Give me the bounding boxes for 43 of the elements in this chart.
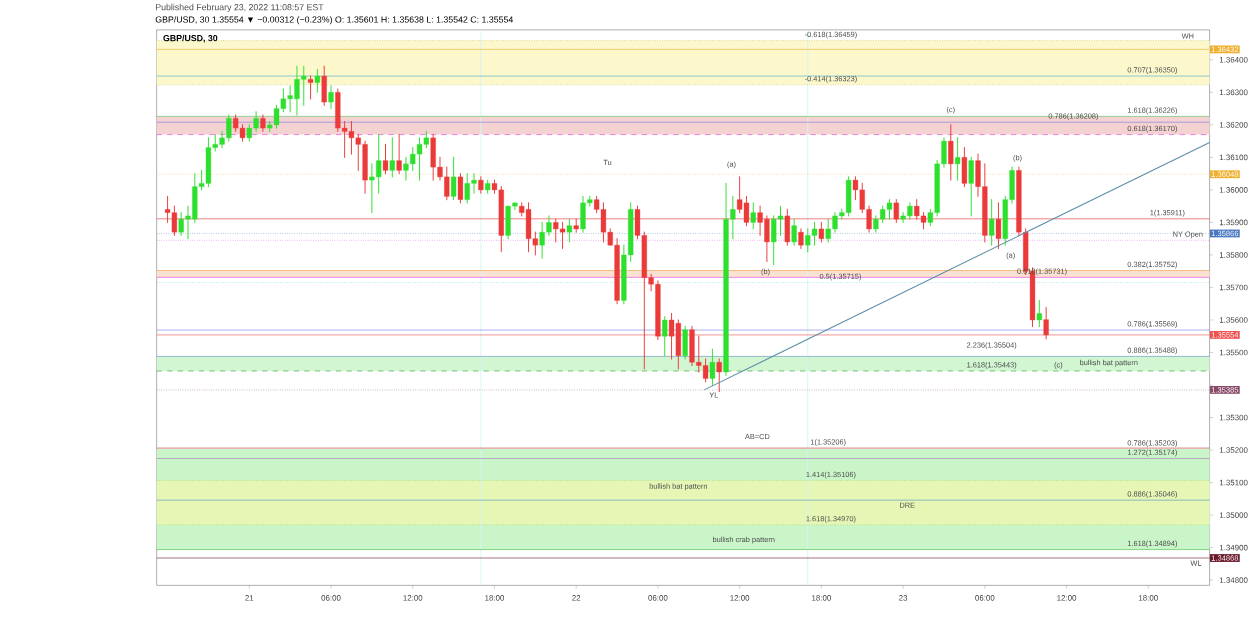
candlestick	[675, 319, 681, 370]
candlestick	[682, 326, 688, 360]
candlestick	[505, 205, 511, 240]
candlestick	[689, 326, 695, 367]
candlestick	[716, 358, 722, 393]
candlestick	[1036, 300, 1042, 328]
candlestick	[314, 69, 321, 94]
candlestick	[307, 75, 314, 100]
candlestick	[825, 218, 831, 243]
candlestick	[798, 228, 804, 250]
candlestick	[709, 348, 716, 386]
candlestick	[662, 316, 668, 357]
candlestick	[226, 114, 232, 142]
candlestick	[961, 147, 968, 188]
candlestick	[389, 137, 395, 178]
candlestick	[457, 173, 464, 204]
candlestick	[287, 85, 293, 113]
candlestick	[968, 157, 974, 217]
candlestick	[416, 137, 423, 181]
candlestick	[989, 199, 995, 246]
candlestick	[450, 157, 457, 201]
candlestick	[362, 140, 368, 194]
candlestick	[1043, 307, 1049, 340]
candlestick	[954, 137, 961, 181]
candlestick	[464, 173, 470, 204]
candlestick	[430, 134, 436, 181]
candlestick	[382, 144, 389, 175]
candlestick	[396, 134, 402, 175]
candlestick	[539, 222, 545, 259]
candlestick	[328, 85, 334, 110]
candlestick	[811, 222, 818, 246]
candlestick	[580, 196, 586, 233]
candlestick	[948, 124, 954, 181]
candlestick	[321, 66, 327, 107]
candlestick	[886, 199, 893, 220]
candlestick	[178, 212, 184, 237]
candlestick	[205, 137, 212, 188]
candlestick	[805, 228, 811, 253]
candlestick	[294, 66, 300, 116]
candlestick	[845, 176, 852, 217]
candlestick	[566, 218, 573, 243]
candlestick	[750, 202, 756, 230]
candlestick	[791, 218, 797, 246]
